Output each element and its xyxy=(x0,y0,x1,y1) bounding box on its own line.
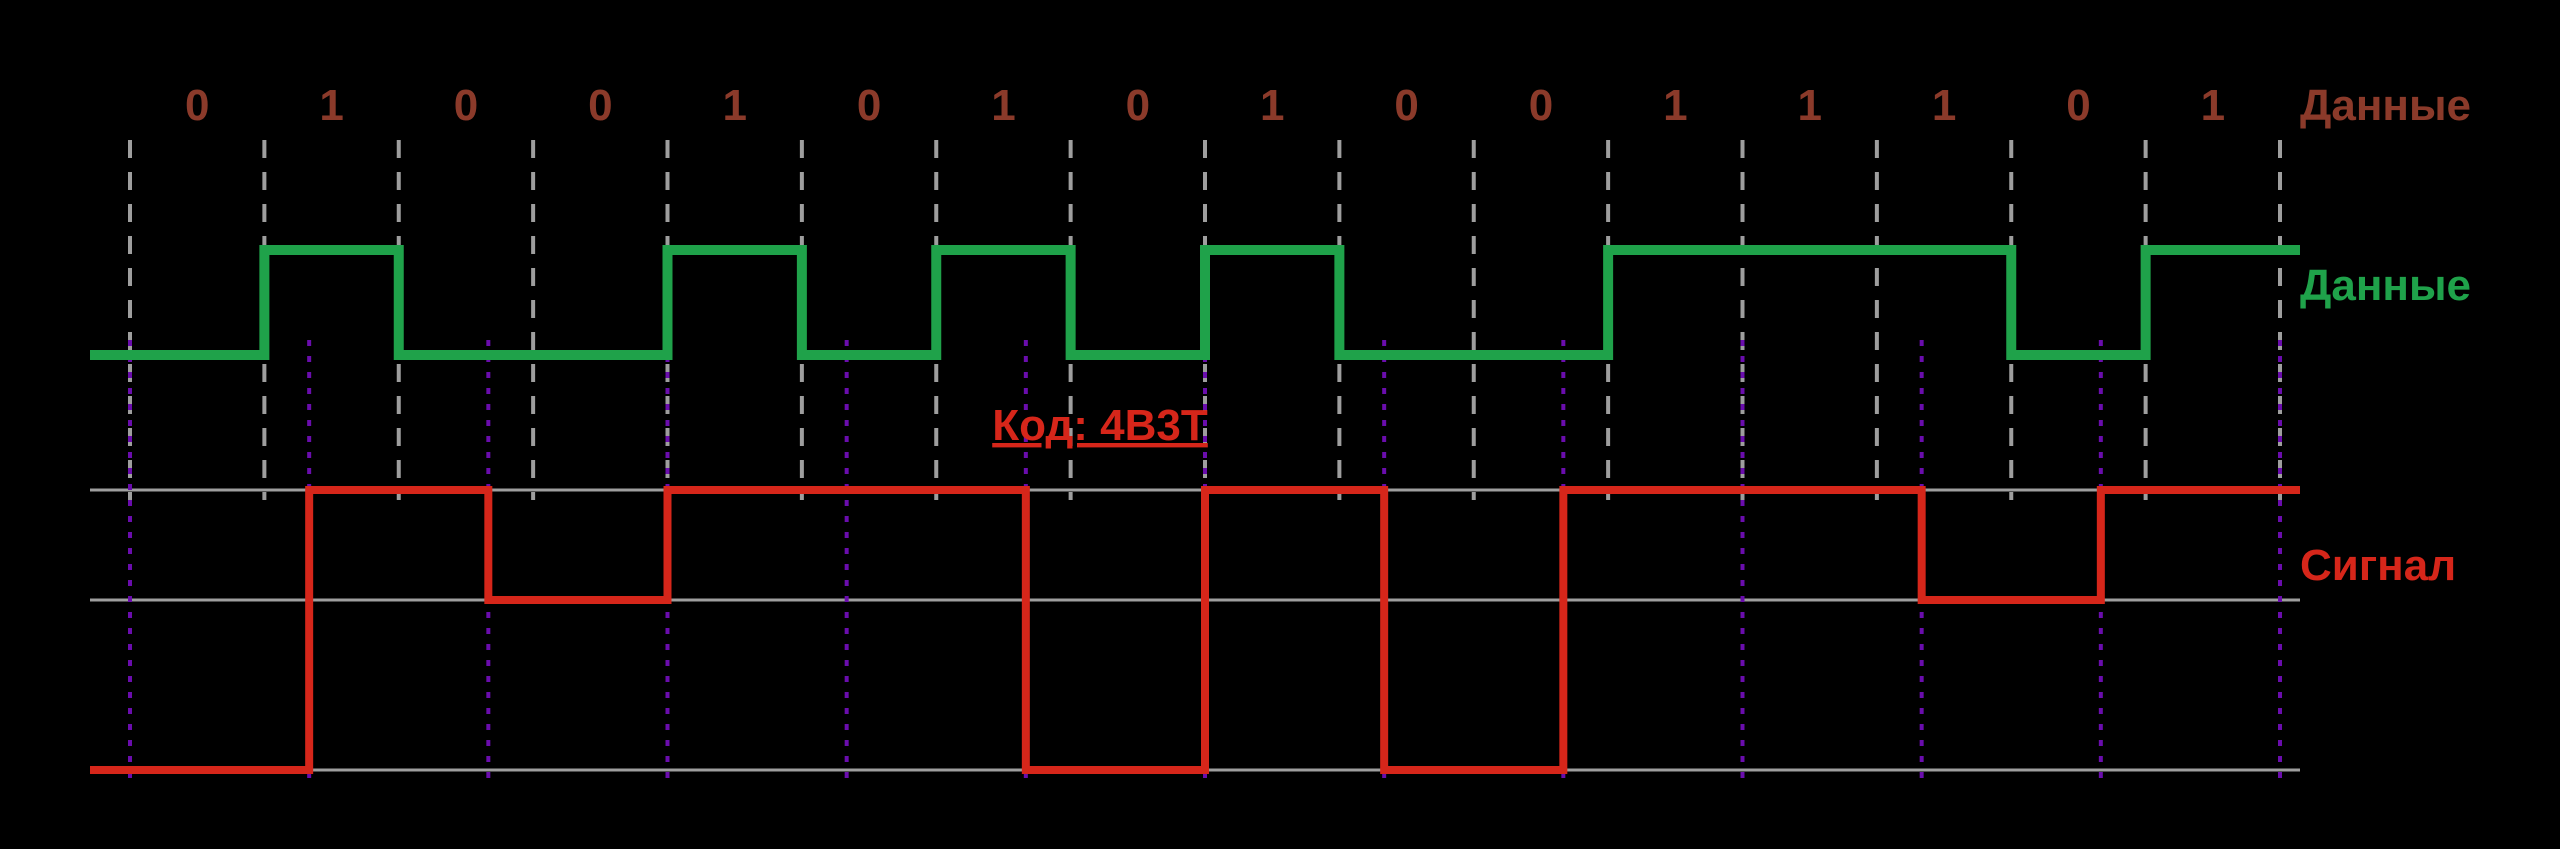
bit-label: 1 xyxy=(722,81,746,130)
bit-label: 1 xyxy=(319,81,343,130)
code-label: Код: 4B3T xyxy=(992,401,1208,450)
bit-label: 1 xyxy=(1932,81,1956,130)
bit-label: 0 xyxy=(185,81,209,130)
bit-label: 0 xyxy=(857,81,881,130)
bit-label: 1 xyxy=(1260,81,1284,130)
bit-label: 1 xyxy=(1663,81,1687,130)
bits-row-label: Данные xyxy=(2300,81,2471,130)
bit-label: 0 xyxy=(454,81,478,130)
bit-label: 1 xyxy=(2201,81,2225,130)
bit-label: 0 xyxy=(1126,81,1150,130)
bit-label: 0 xyxy=(588,81,612,130)
bit-label: 1 xyxy=(1797,81,1821,130)
bit-label: 0 xyxy=(1394,81,1418,130)
data-row-label: Данные xyxy=(2300,261,2471,310)
bit-label: 1 xyxy=(991,81,1015,130)
bit-label: 0 xyxy=(2066,81,2090,130)
signal-row-label: Сигнал xyxy=(2300,541,2456,590)
bit-label: 0 xyxy=(1529,81,1553,130)
